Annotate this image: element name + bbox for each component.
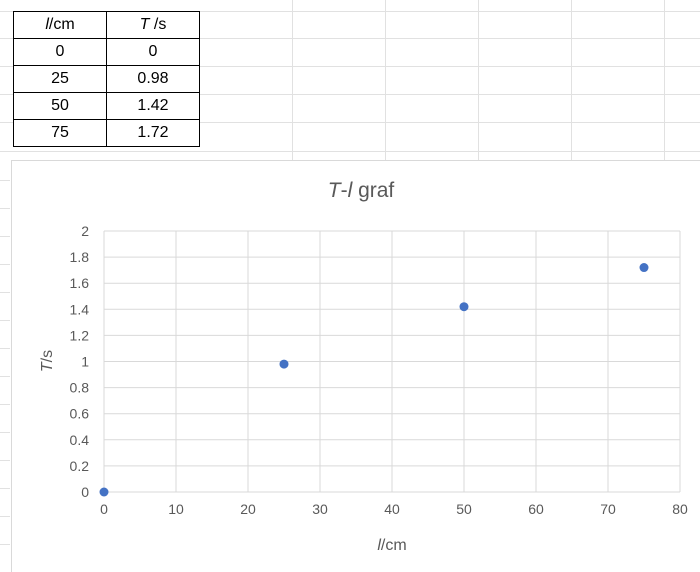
x-tick-labels: 0 10 20 30 40 50 60 70 80	[100, 501, 688, 517]
y-tick-label: 1.4	[70, 301, 90, 317]
table-header-row: l/cm T /s	[13, 11, 200, 39]
data-point[interactable]	[279, 359, 289, 369]
table-row: 75 1.72	[13, 119, 200, 147]
x-axis-title[interactable]: l/cm	[377, 537, 406, 554]
y-tick-label: 0	[81, 484, 89, 500]
cell-period[interactable]: 1.42	[106, 92, 200, 120]
x-tick-label: 0	[100, 501, 108, 517]
x-tick-label: 50	[456, 501, 472, 517]
cell-period[interactable]: 0.98	[106, 65, 200, 93]
y-tick-label: 2	[81, 223, 89, 239]
data-point[interactable]	[99, 487, 109, 497]
y-tick-labels: 0 0.2 0.4 0.6 0.8 1 1.2 1.4 1.6 1.8 2	[70, 223, 90, 500]
cell-period[interactable]: 1.72	[106, 119, 200, 147]
cell-length[interactable]: 75	[13, 119, 107, 147]
x-tick-label: 10	[168, 501, 184, 517]
y-tick-label: 1.2	[70, 327, 90, 343]
x-tick-label: 40	[384, 501, 400, 517]
chart-title[interactable]: T-l graf	[328, 179, 395, 202]
y-axis-title[interactable]: T/s	[39, 350, 56, 372]
data-point[interactable]	[639, 263, 649, 273]
data-point[interactable]	[459, 302, 469, 312]
cell-length[interactable]: 25	[13, 65, 107, 93]
table-row: 0 0	[13, 38, 200, 66]
x-tick-label: 60	[528, 501, 544, 517]
x-tick-label: 80	[672, 501, 688, 517]
header-length[interactable]: l/cm	[13, 11, 107, 39]
cell-length[interactable]: 50	[13, 92, 107, 120]
header-period[interactable]: T /s	[106, 11, 200, 39]
cell-length[interactable]: 0	[13, 38, 107, 66]
x-tick-label: 20	[240, 501, 256, 517]
data-table: l/cm T /s 0 0 25 0.98 50 1.42 75 1.72	[13, 11, 200, 147]
y-tick-label: 1.6	[70, 275, 90, 291]
y-tick-label: 1	[81, 354, 89, 370]
plot-gridlines	[103, 230, 681, 493]
y-tick-label: 0.2	[70, 458, 90, 474]
y-tick-label: 1.8	[70, 249, 90, 265]
y-tick-label: 0.6	[70, 406, 90, 422]
data-points	[99, 263, 649, 497]
cell-period[interactable]: 0	[106, 38, 200, 66]
table-row: 25 0.98	[13, 65, 200, 93]
scatter-chart: 0 10 20 30 40 50 60 70 80 0 0.2 0.4 0.6 0.8 1 1.2 1.4 1.…	[39, 179, 688, 554]
x-tick-label: 70	[600, 501, 616, 517]
table-row: 50 1.42	[13, 92, 200, 120]
y-tick-label: 0.8	[70, 380, 90, 396]
y-tick-label: 0.4	[70, 432, 90, 448]
chart-area[interactable]: 0 10 20 30 40 50 60 70 80 0 0.2 0.4 0.6 0.8 1 1.2 1.4 1.…	[11, 160, 700, 572]
x-tick-label: 30	[312, 501, 328, 517]
